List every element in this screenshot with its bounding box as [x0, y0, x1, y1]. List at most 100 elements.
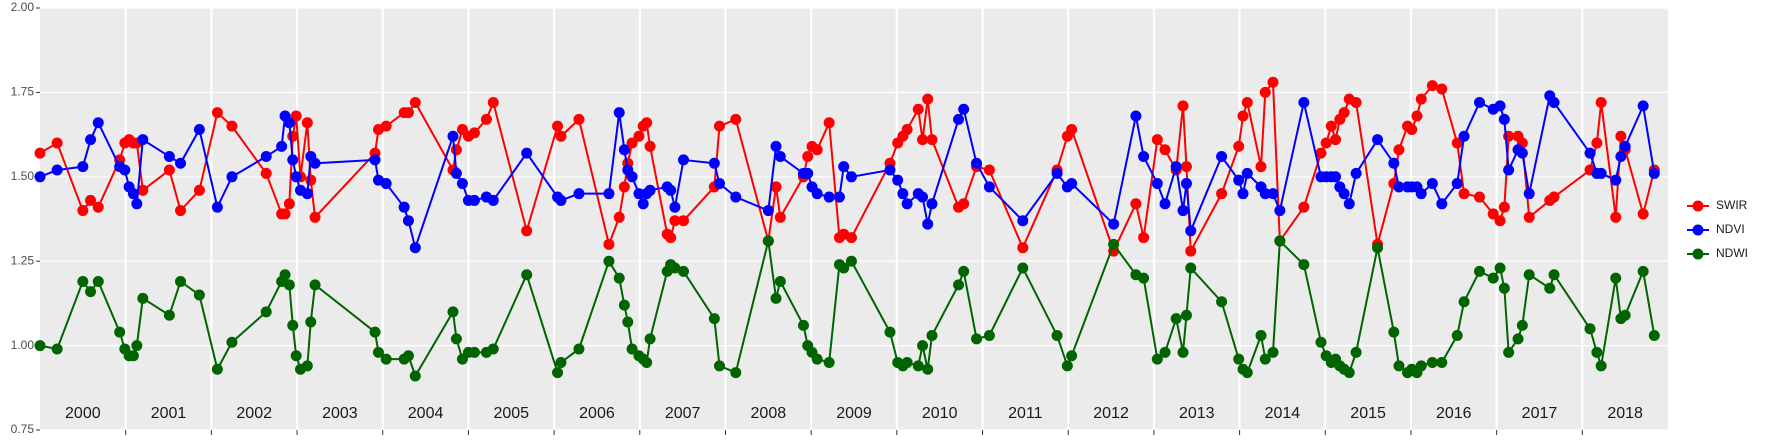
- point: [1548, 97, 1560, 109]
- point: [380, 353, 392, 365]
- point: [811, 144, 823, 156]
- point: [1426, 80, 1438, 92]
- point: [290, 171, 302, 183]
- point: [1494, 215, 1506, 227]
- point: [797, 319, 809, 331]
- point: [1451, 178, 1463, 190]
- point: [450, 167, 462, 179]
- point: [730, 113, 742, 125]
- point: [279, 269, 291, 281]
- point: [603, 238, 615, 250]
- point: [1267, 188, 1279, 200]
- point: [1487, 272, 1499, 284]
- point: [193, 124, 205, 136]
- point: [290, 110, 302, 122]
- point: [971, 333, 983, 345]
- point: [305, 174, 317, 186]
- point: [402, 107, 414, 119]
- point: [552, 367, 564, 379]
- point: [552, 120, 564, 132]
- point: [833, 191, 845, 203]
- point: [1503, 164, 1515, 176]
- point: [309, 211, 321, 223]
- year-label: 2012: [1093, 405, 1129, 422]
- point: [1591, 346, 1603, 358]
- point: [1406, 124, 1418, 136]
- point: [641, 117, 653, 129]
- point: [456, 178, 468, 190]
- point: [983, 181, 995, 193]
- point: [409, 370, 421, 382]
- point: [137, 134, 149, 146]
- point: [1066, 178, 1078, 190]
- point: [1170, 161, 1182, 173]
- point: [1498, 201, 1510, 213]
- point: [163, 164, 175, 176]
- point: [958, 265, 970, 277]
- point: [163, 151, 175, 163]
- point: [114, 326, 126, 338]
- point: [211, 363, 223, 375]
- point: [226, 120, 238, 132]
- point: [276, 140, 288, 152]
- point: [677, 154, 689, 166]
- point: [301, 188, 313, 200]
- point: [1066, 350, 1078, 362]
- point: [260, 306, 272, 318]
- year-label: 2018: [1607, 405, 1643, 422]
- point: [823, 191, 835, 203]
- point: [1350, 346, 1362, 358]
- point: [175, 157, 187, 169]
- point: [1315, 336, 1327, 348]
- point: [1233, 353, 1245, 365]
- point: [912, 103, 924, 115]
- year-label: 2009: [836, 405, 872, 422]
- point: [603, 255, 615, 267]
- point: [447, 306, 459, 318]
- y-tick-label: 2.00: [11, 0, 35, 14]
- point: [409, 97, 421, 109]
- year-label: 2014: [1265, 405, 1301, 422]
- y-tick-label: 0.75: [11, 422, 35, 436]
- point: [637, 198, 649, 210]
- point: [926, 198, 938, 210]
- point: [1393, 360, 1405, 372]
- point: [633, 188, 645, 200]
- point: [1185, 262, 1197, 274]
- point: [1267, 76, 1279, 88]
- point: [1151, 134, 1163, 146]
- point: [1151, 353, 1163, 365]
- point: [633, 130, 645, 142]
- point: [127, 350, 139, 362]
- point: [573, 188, 585, 200]
- point: [1233, 174, 1245, 186]
- point: [1233, 140, 1245, 152]
- point: [1177, 346, 1189, 358]
- point: [279, 208, 291, 220]
- point: [131, 340, 143, 352]
- point: [917, 191, 929, 203]
- point: [922, 218, 934, 230]
- legend-label: NDWI: [1716, 246, 1748, 260]
- point: [1372, 242, 1384, 254]
- point: [1584, 323, 1596, 335]
- point: [1180, 161, 1192, 173]
- point: [884, 164, 896, 176]
- point: [1330, 134, 1342, 146]
- point: [1274, 235, 1286, 247]
- point: [1451, 329, 1463, 341]
- point: [917, 134, 929, 146]
- year-label: 2015: [1350, 405, 1386, 422]
- legend-label: SWIR: [1716, 198, 1748, 212]
- point: [51, 343, 63, 355]
- point: [1548, 191, 1560, 203]
- point: [1108, 238, 1120, 250]
- point: [409, 242, 421, 254]
- point: [480, 113, 492, 125]
- point: [127, 188, 139, 200]
- point: [1637, 100, 1649, 112]
- point: [1516, 147, 1528, 159]
- point: [1436, 198, 1448, 210]
- point: [260, 151, 272, 163]
- point: [1595, 97, 1607, 109]
